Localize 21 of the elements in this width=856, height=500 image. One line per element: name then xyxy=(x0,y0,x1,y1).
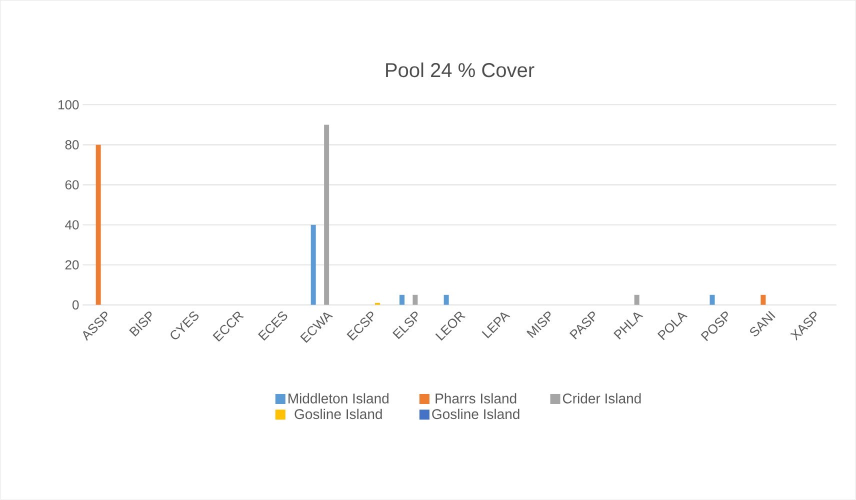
bar xyxy=(444,295,449,306)
bar xyxy=(634,295,640,306)
chart-title: Pool 24 % Cover xyxy=(386,62,534,78)
y-tick-label: 0 xyxy=(72,300,79,310)
bar xyxy=(96,144,101,306)
legend-label: Crider Island xyxy=(562,393,641,404)
legend-label: Gosline Island xyxy=(432,408,520,420)
bar xyxy=(412,295,418,306)
bar xyxy=(324,124,330,306)
y-tick-label: 100 xyxy=(58,100,79,110)
bar xyxy=(399,295,404,306)
y-tick-label: 60 xyxy=(65,180,79,190)
bar xyxy=(760,295,766,306)
legend-label: Pharrs Island xyxy=(436,393,516,404)
bar xyxy=(710,295,715,306)
y-tick-label: 80 xyxy=(65,140,79,150)
legend-label: Middleton Island xyxy=(288,393,388,404)
legend-label: Gosline Island xyxy=(294,408,382,420)
y-tick-label: 20 xyxy=(65,260,79,270)
bar xyxy=(310,224,316,306)
y-tick-label: 40 xyxy=(65,220,79,230)
